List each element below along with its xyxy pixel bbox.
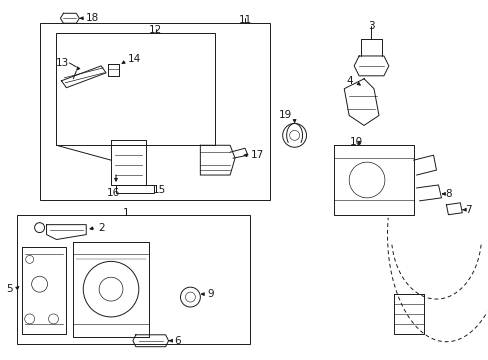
Text: 12: 12 (149, 25, 162, 35)
Text: 14: 14 (128, 54, 141, 64)
Bar (116, 185, 153, 193)
Text: 3: 3 (367, 21, 373, 31)
Text: 7: 7 (464, 205, 471, 215)
Text: 18: 18 (86, 13, 99, 23)
Text: 2: 2 (98, 222, 104, 233)
Bar (17, 215, 249, 344)
Text: 13: 13 (56, 58, 69, 68)
Text: 19: 19 (278, 109, 291, 120)
Text: 10: 10 (349, 137, 362, 147)
Text: 6: 6 (174, 336, 181, 346)
Text: 15: 15 (152, 185, 165, 195)
Text: 9: 9 (207, 289, 213, 299)
Text: 16: 16 (106, 188, 120, 198)
Bar (40, 23, 269, 200)
Text: 8: 8 (445, 189, 451, 199)
Text: 17: 17 (250, 150, 264, 160)
Text: 4: 4 (346, 76, 352, 86)
Text: 11: 11 (238, 15, 251, 25)
Text: 5: 5 (6, 284, 13, 294)
Bar (56, 33, 215, 145)
Text: 1: 1 (122, 208, 129, 218)
